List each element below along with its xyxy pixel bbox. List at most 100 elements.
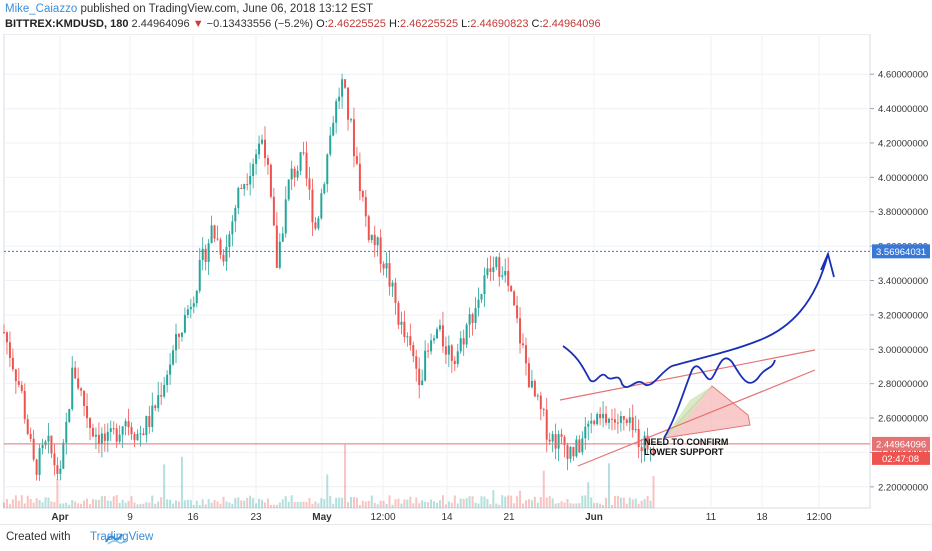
author-link[interactable]: Mike_Caiazzo [5,3,78,15]
candle-body[interactable] [65,421,68,443]
candle-body[interactable] [3,332,5,334]
candle-body[interactable] [640,447,643,452]
candle-body[interactable] [326,154,329,185]
candle-body[interactable] [213,225,216,239]
candle-body[interactable] [320,193,323,219]
candle-body[interactable] [602,413,605,419]
candle-body[interactable] [94,434,97,437]
candle-body[interactable] [216,238,219,240]
candle-body[interactable] [335,101,338,123]
candle-body[interactable] [587,423,590,427]
candle-body[interactable] [530,380,533,388]
candle-body[interactable] [284,199,287,234]
tradingview-logo-icon[interactable] [66,530,166,546]
candle-body[interactable] [112,428,115,430]
candle-body[interactable] [29,433,32,439]
candle-body[interactable] [100,433,103,445]
candle-body[interactable] [17,381,20,385]
candle-body[interactable] [71,367,74,410]
horizontal-levels[interactable] [4,250,870,445]
candle-body[interactable] [436,329,438,339]
candle-body[interactable] [133,434,136,441]
candle-body[interactable] [91,427,94,437]
candle-body[interactable] [590,420,593,424]
candle-body[interactable] [142,433,145,436]
candle-body[interactable] [486,268,489,276]
candle-body[interactable] [539,395,542,410]
candle-body[interactable] [347,87,350,120]
candle-body[interactable] [109,428,112,432]
candle-body[interactable] [261,139,264,144]
candle-body[interactable] [554,434,557,449]
candle-body[interactable] [444,346,447,355]
candle-body[interactable] [551,434,554,442]
candle-body[interactable] [352,119,355,157]
candle-body[interactable] [421,380,424,386]
candle-body[interactable] [379,237,382,264]
candle-body[interactable] [305,152,308,179]
candle-body[interactable] [329,135,332,155]
candle-body[interactable] [314,222,317,229]
candle-body[interactable] [296,170,299,178]
candle-body[interactable] [115,428,118,442]
candle-body[interactable] [557,434,560,449]
candle-body[interactable] [50,435,53,454]
candle-body[interactable] [148,416,151,428]
candle-body[interactable] [263,139,266,159]
candle-body[interactable] [269,164,272,197]
candle-body[interactable] [400,321,403,325]
candle-body[interactable] [35,459,38,475]
candle-body[interactable] [332,122,335,136]
candle-body[interactable] [341,79,344,97]
price-chart[interactable]: NEED TO CONFIRM LOWER SUPPORT 4.60000000… [0,33,932,524]
candle-body[interactable] [172,350,175,365]
candle-body[interactable] [519,318,522,344]
candle-body[interactable] [89,418,92,428]
candle-body[interactable] [86,406,89,419]
candle-body[interactable] [361,191,364,198]
candle-body[interactable] [631,417,634,431]
candle-body[interactable] [258,143,261,155]
candle-body[interactable] [177,334,180,337]
candle-body[interactable] [373,234,376,246]
candle-body[interactable] [480,294,483,300]
candle-body[interactable] [160,395,163,397]
candle-body[interactable] [501,275,504,277]
candle-body[interactable] [409,336,412,346]
candle-body[interactable] [522,343,525,346]
candle-body[interactable] [323,184,326,194]
candle-body[interactable] [130,427,133,435]
lower-trendline[interactable] [577,369,816,467]
candle-body[interactable] [456,351,459,365]
candle-body[interactable] [376,237,379,246]
candle-body[interactable] [23,390,26,420]
candle-body[interactable] [358,163,361,192]
candle-body[interactable] [344,79,347,88]
candle-body[interactable] [566,445,569,459]
candle-body[interactable] [536,395,539,397]
candle-body[interactable] [44,441,47,446]
candle-body[interactable] [136,433,139,441]
candle-body[interactable] [228,234,231,247]
candle-body[interactable] [151,405,154,428]
candle-body[interactable] [489,268,492,272]
candle-body[interactable] [542,409,545,411]
tradingview-brand[interactable]: TradingView [90,531,154,543]
candle-body[interactable] [26,419,29,434]
candle-body[interactable] [412,345,415,357]
candle-body[interactable] [510,285,513,292]
candle-body[interactable] [97,434,100,445]
candle-body[interactable] [278,241,281,268]
candle-body[interactable] [47,435,50,442]
candle-body[interactable] [433,338,436,341]
candle-body[interactable] [127,421,130,428]
candle-body[interactable] [272,196,275,226]
candle-body[interactable] [106,431,109,441]
candle-body[interactable] [20,384,23,391]
candle-body[interactable] [581,438,584,453]
candle-body[interactable] [14,369,17,382]
candle-body[interactable] [355,156,358,164]
candle-body[interactable] [275,225,278,268]
candle-body[interactable] [391,282,394,287]
candle-body[interactable] [237,187,240,209]
